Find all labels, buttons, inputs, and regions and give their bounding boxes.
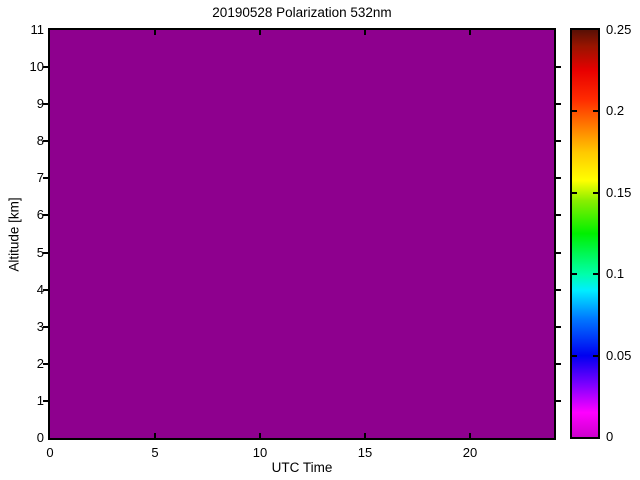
y-tick-label: 5 — [36, 244, 44, 260]
x-tick-mark — [469, 433, 471, 438]
chart-title: 20190528 Polarization 532nm — [212, 5, 392, 20]
y-tick-label: 7 — [36, 170, 44, 186]
y-tick-mark — [556, 362, 561, 365]
x-tick-mark — [154, 30, 156, 35]
y-tick-mark — [43, 140, 48, 143]
x-axis-label: UTC Time — [271, 460, 333, 475]
y-tick-label: 9 — [36, 96, 44, 112]
y-tick-mark — [556, 214, 561, 217]
colorbar-tick-label: 0 — [606, 429, 614, 444]
x-tick-mark — [259, 433, 261, 438]
y-tick-mark — [556, 251, 561, 254]
y-tick-label: 3 — [36, 318, 44, 334]
colorbar-tick-label: 0.25 — [606, 22, 632, 37]
colorbar-tick-mark — [572, 354, 577, 357]
x-tick-label: 15 — [357, 445, 373, 460]
colorbar-tick-mark — [572, 273, 577, 276]
plot-area — [48, 28, 556, 440]
y-tick-label: 0 — [36, 430, 44, 445]
y-tick-mark — [43, 66, 48, 69]
x-tick-label: 5 — [151, 445, 159, 460]
y-tick-label: 4 — [36, 281, 44, 297]
y-tick-mark — [556, 325, 561, 328]
y-tick-mark — [556, 288, 561, 291]
colorbar-tick-label: 0.1 — [606, 266, 625, 282]
x-tick-mark — [469, 30, 471, 35]
y-tick-mark — [556, 177, 561, 180]
colorbar-tick-mark — [572, 191, 577, 194]
x-tick-label: 0 — [46, 445, 54, 460]
colorbar-tick-mark — [593, 110, 598, 113]
colorbar-tick-label: 0.15 — [606, 184, 632, 200]
y-tick-label: 8 — [36, 133, 44, 149]
colorbar-tick-mark — [593, 354, 598, 357]
x-tick-label: 20 — [462, 445, 478, 460]
y-tick-mark — [556, 399, 561, 402]
y-tick-mark — [43, 251, 48, 254]
y-tick-mark — [43, 325, 48, 328]
y-tick-label: 6 — [36, 207, 44, 223]
colorbar-tick-mark — [593, 191, 598, 194]
y-tick-mark — [43, 214, 48, 217]
y-tick-mark — [43, 288, 48, 291]
y-tick-mark — [556, 103, 561, 106]
y-tick-mark — [556, 66, 561, 69]
y-tick-mark — [43, 103, 48, 106]
x-tick-label: 10 — [252, 445, 268, 460]
x-tick-mark — [259, 30, 261, 35]
y-tick-label: 11 — [30, 22, 45, 37]
y-tick-label: 10 — [29, 59, 44, 75]
colorbar-tick-label: 0.2 — [606, 103, 625, 119]
x-tick-mark — [154, 433, 156, 438]
y-tick-label: 1 — [36, 392, 44, 408]
y-tick-mark — [43, 177, 48, 180]
colorbar-tick-label: 0.05 — [606, 347, 632, 363]
y-tick-mark — [43, 362, 48, 365]
x-tick-mark — [364, 30, 366, 35]
y-axis-label: Altitude [km] — [6, 197, 22, 272]
x-tick-mark — [364, 433, 366, 438]
colorbar — [570, 28, 600, 439]
colorbar-tick-mark — [572, 110, 577, 113]
colorbar-tick-mark — [593, 273, 598, 276]
y-tick-mark — [556, 140, 561, 143]
y-tick-label: 2 — [36, 355, 44, 371]
y-tick-mark — [43, 399, 48, 402]
